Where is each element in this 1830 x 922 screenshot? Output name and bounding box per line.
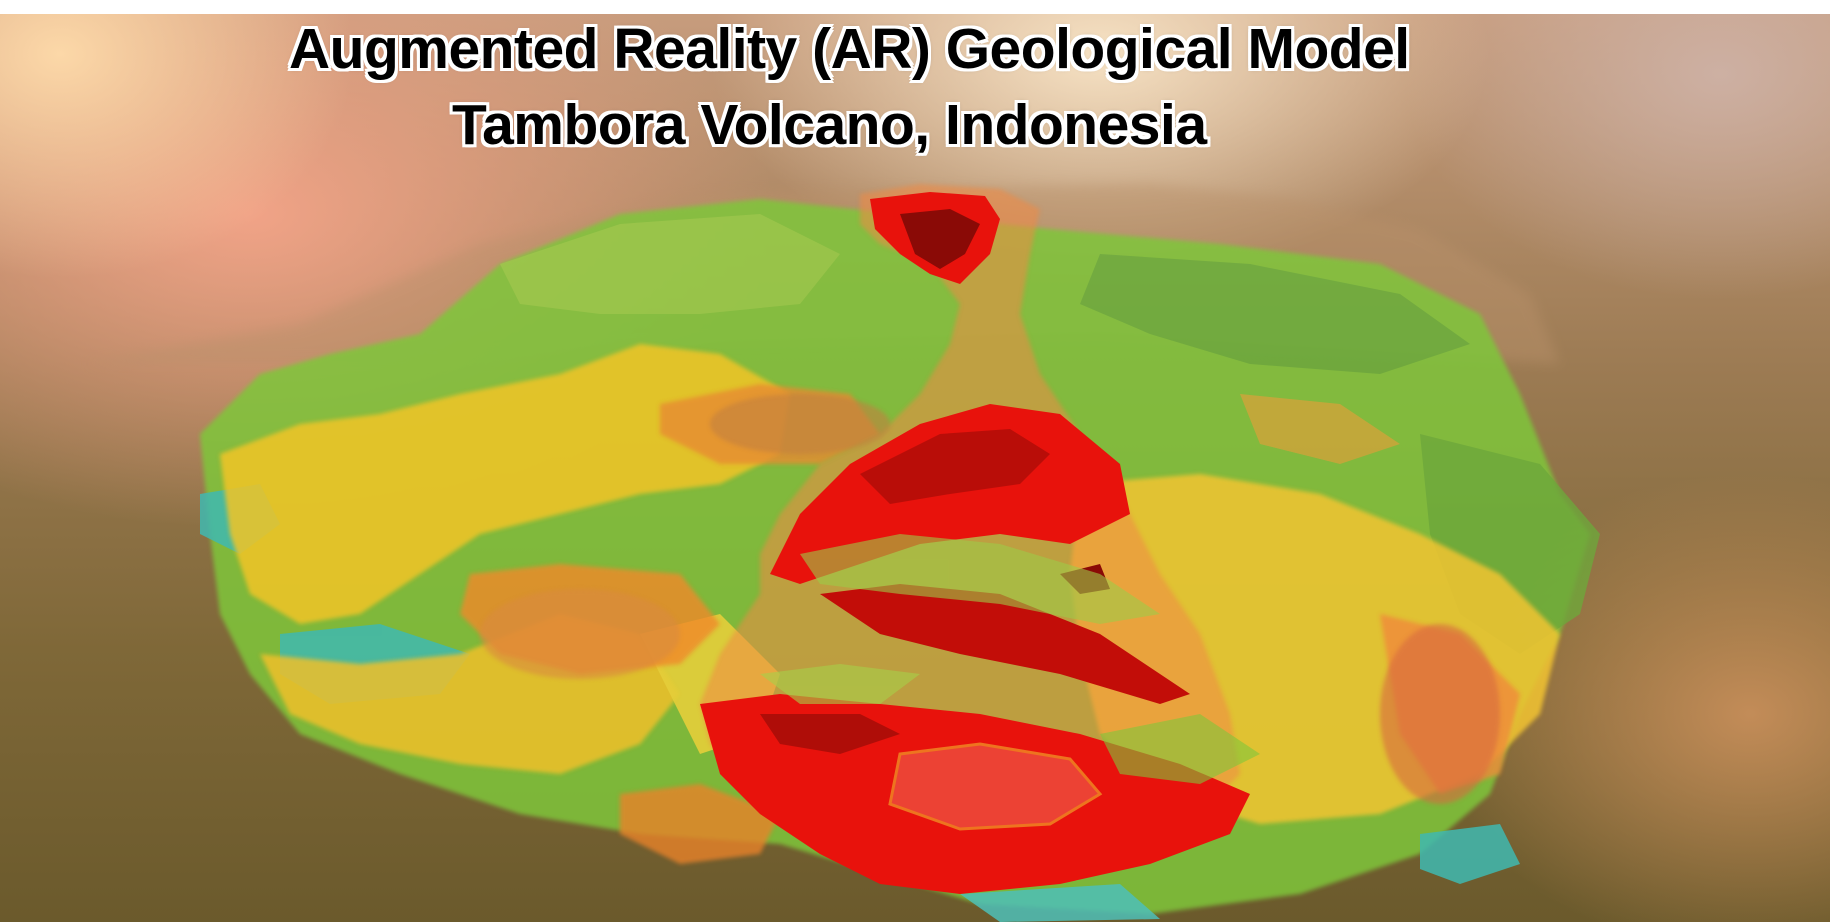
ar-scene-viewport[interactable] — [0, 14, 1830, 922]
hydrothermal-zones — [480, 394, 1500, 804]
geological-model-3d-render[interactable] — [0, 14, 1830, 922]
title-line-primary: Augmented Reality (AR) Geological Model — [289, 17, 1410, 81]
title-line-location: Tambora Volcano, Indonesia — [452, 93, 1207, 157]
green-overlay-wisps — [760, 534, 1260, 784]
